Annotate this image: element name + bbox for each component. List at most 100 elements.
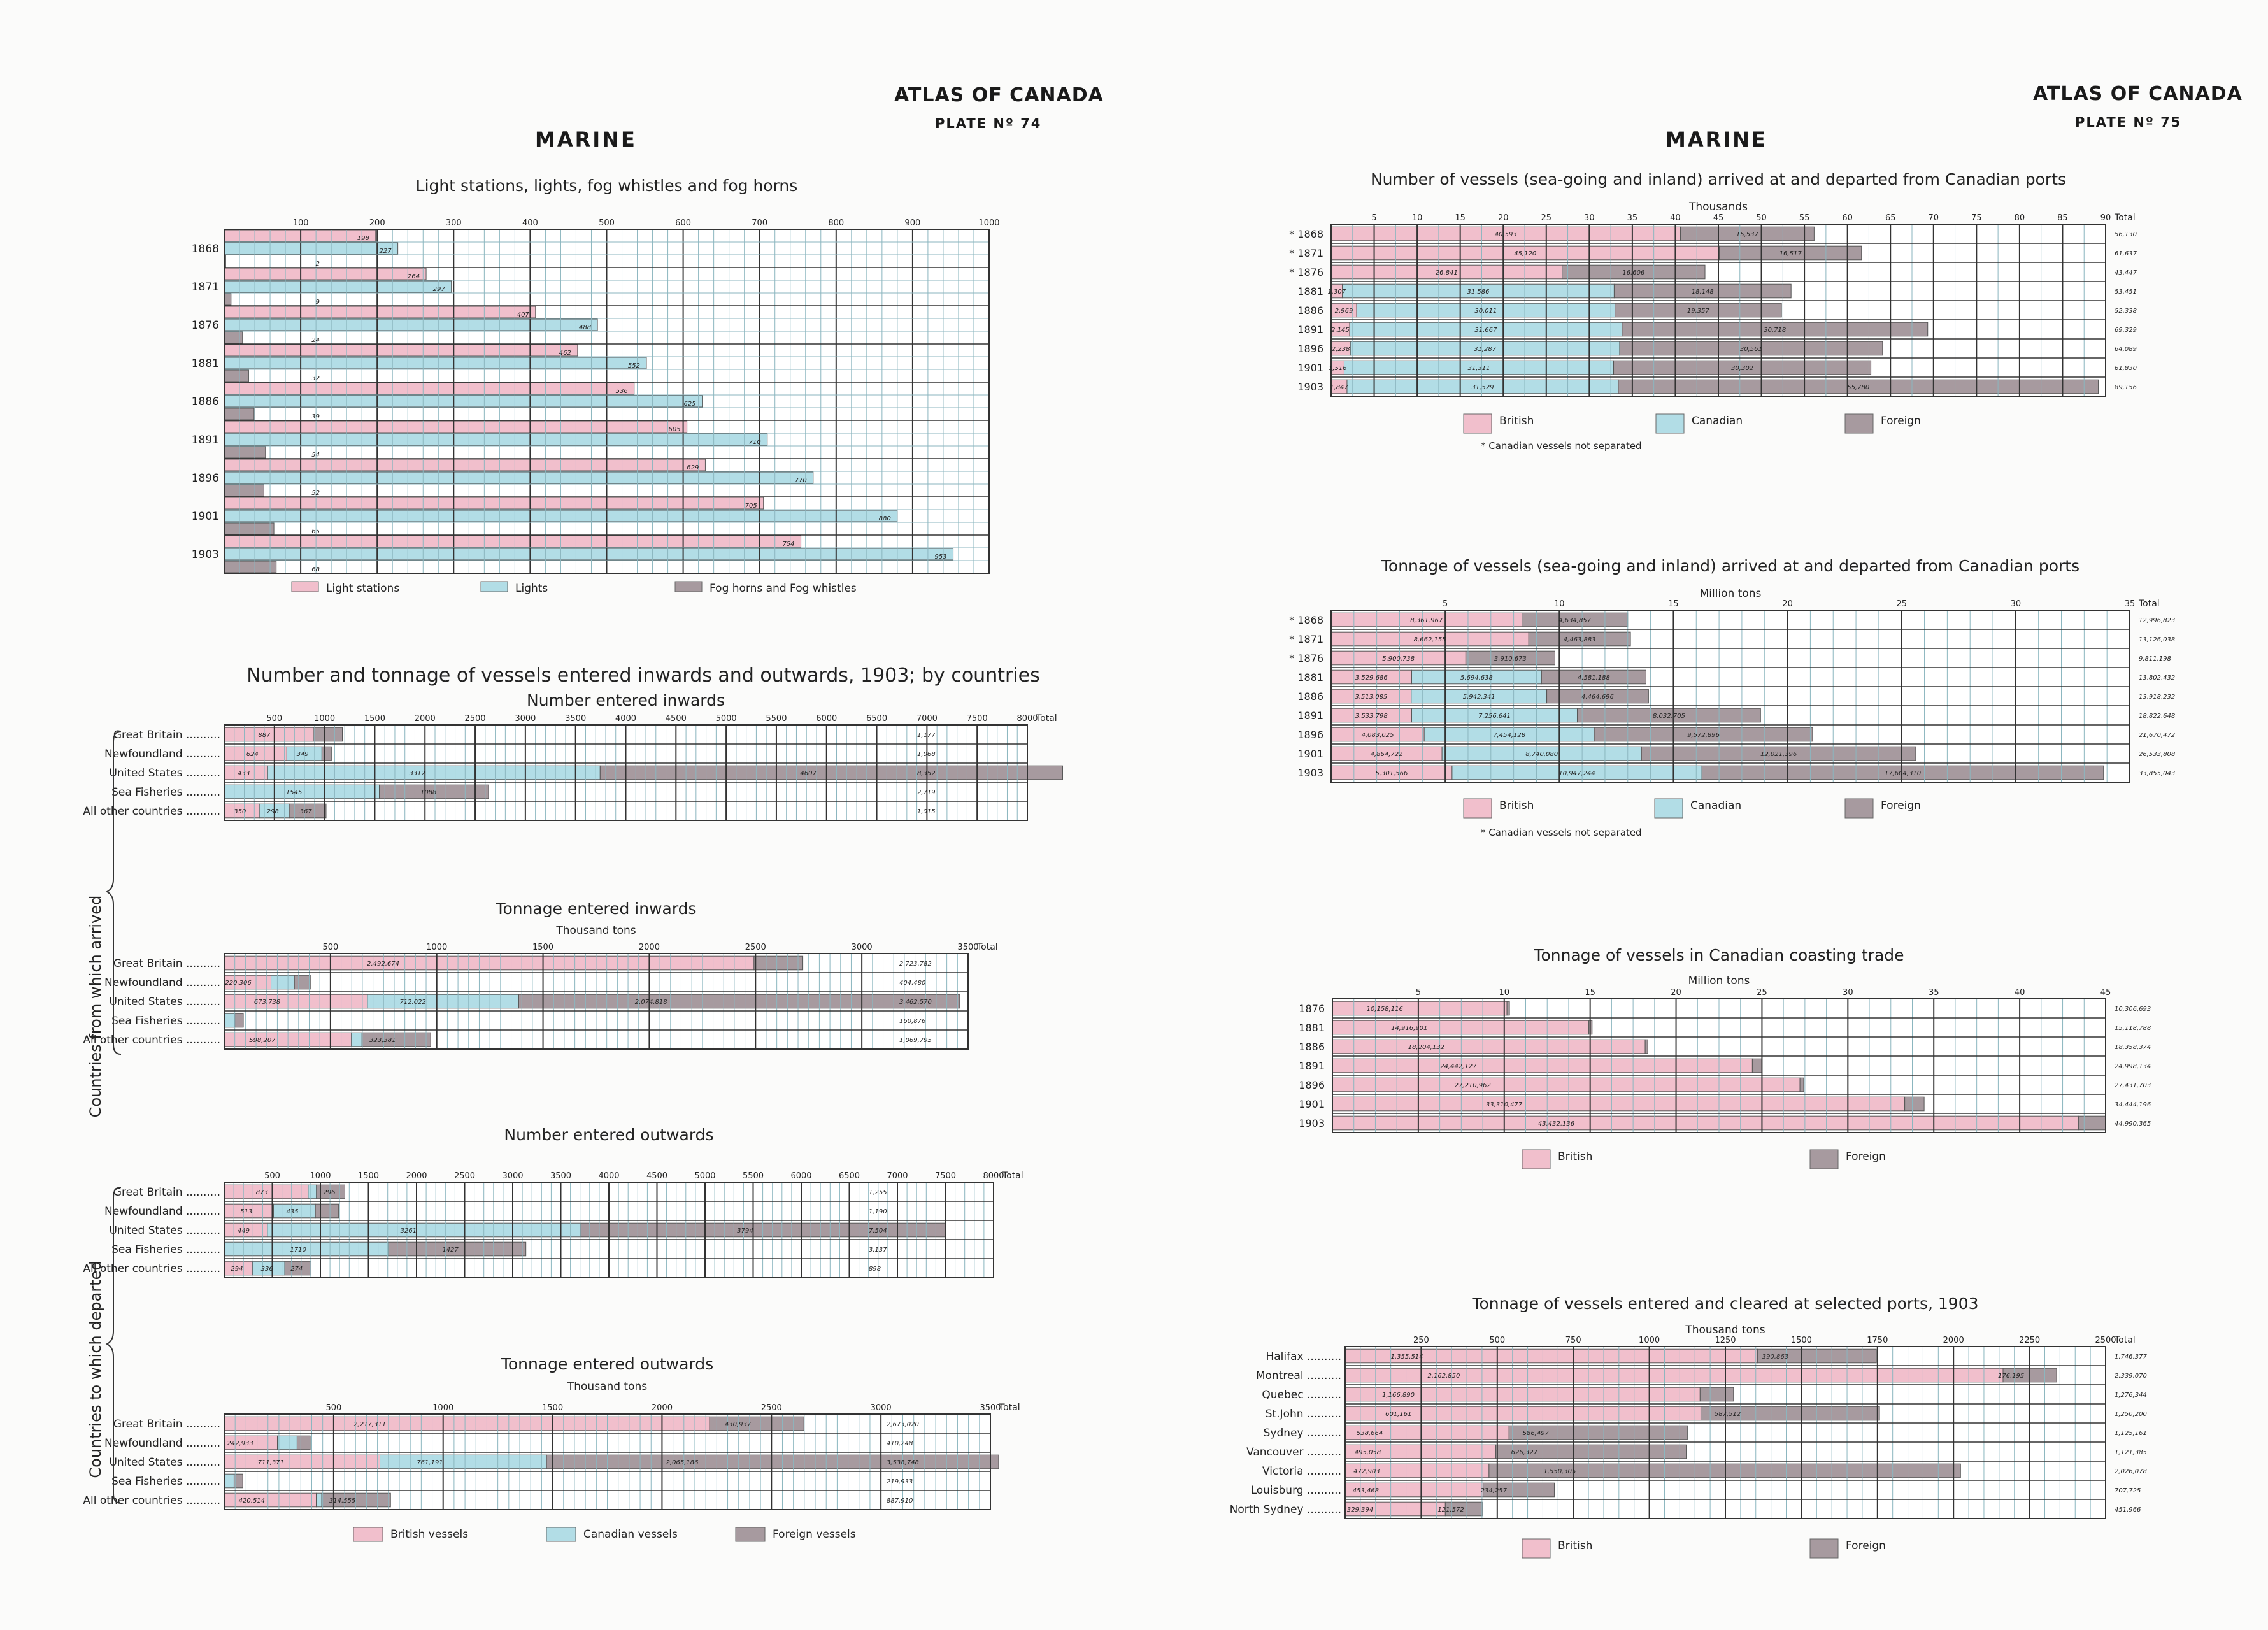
number_vessels-value-label: 30,011: [1474, 308, 1497, 315]
number_inwards-category-label: United States ..........: [109, 767, 220, 780]
tonnage_inwards-tick-label: 1500: [532, 943, 553, 952]
number_vessels-total-value: 64,089: [2115, 346, 2137, 353]
right-atlas-title: ATLAS OF CANADA: [2033, 83, 2243, 105]
tonnage_vessels-value-label: 10,947,244: [1558, 770, 1595, 777]
light_stations-tick-label: 700: [752, 218, 767, 228]
coasting_trade-category-label: 1891: [1299, 1060, 1325, 1072]
coasting_trade-total-value: 18,358,374: [2115, 1044, 2151, 1051]
light_stations-bar: [224, 433, 768, 446]
light_stations-value-label: 227: [380, 248, 392, 255]
number_vessels-value-label: 40,593: [1495, 231, 1517, 238]
coasting_trade-tick-label: 20: [1671, 988, 1681, 997]
light_stations-category-label: 1903: [192, 548, 219, 561]
tonnage_vessels-value-label: 8,740,080: [1525, 751, 1558, 758]
number_vessels-tick-label: 75: [1971, 213, 1982, 223]
tonnage_vessels-value-label: 8,662,155: [1414, 636, 1446, 643]
selected_ports-total-value: 451,966: [2115, 1506, 2141, 1513]
light_stations-tick-label: 200: [369, 218, 385, 228]
number_inwards-value-label: 4607: [800, 770, 817, 777]
selected_ports-legend-swatch: [1522, 1538, 1551, 1559]
coasting_trade-total-value: 24,998,134: [2115, 1063, 2151, 1070]
number_inwards-total-value: 1,177: [917, 732, 936, 739]
number_outwards-category-label: Sea Fisheries ..........: [111, 1243, 220, 1256]
number_inwards-category-label: Great Britain ..........: [113, 729, 220, 741]
number_vessels-bar: [1680, 226, 1815, 241]
left-section-title: MARINE: [535, 127, 637, 152]
number_inwards-value-label: 433: [238, 770, 250, 777]
selected_ports-tick-label: 1500: [1791, 1336, 1812, 1345]
tonnage_outwards-category-label: United States ..........: [109, 1456, 220, 1469]
tonnage_outwards-value-label: 242,933: [227, 1440, 253, 1447]
light_stations-bar: [224, 484, 264, 497]
coasting_trade-category-label: 1876: [1299, 1003, 1325, 1015]
number_outwards-tick-label: 6500: [839, 1171, 860, 1181]
tonnage_vessels-total-value: 13,126,038: [2139, 636, 2175, 643]
number_inwards-title: Number entered inwards: [527, 691, 725, 710]
number_inwards-bar: [289, 803, 327, 819]
tonnage_outwards-bar: [296, 1435, 311, 1450]
selected_ports-value-label: 1,166,890: [1382, 1392, 1415, 1399]
tonnage_inwards-total-value: 2,723,782: [899, 961, 932, 968]
tonnage_vessels-total-header: Total: [2138, 599, 2160, 609]
coasting_trade-tick-label: 10: [1499, 988, 1510, 997]
coasting_trade-category-label: 1886: [1299, 1041, 1325, 1053]
selected_ports-total-value: 2,026,078: [2115, 1468, 2147, 1475]
coasting_trade-bar: [1332, 1001, 1508, 1016]
arrived-group-label: Countries from which arrived: [87, 896, 104, 1118]
tonnage_inwards-tick-label: 2500: [745, 943, 766, 952]
light_stations-bar: [224, 408, 255, 420]
number_vessels-category-label: 1903: [1297, 381, 1323, 393]
coasting_trade-value-label: 27,210,962: [1455, 1082, 1491, 1089]
number_vessels-value-label: 1,307: [1328, 289, 1346, 296]
selected_ports-category-label: North Sydney ..........: [1230, 1503, 1341, 1516]
tonnage_vessels-bar: [1541, 669, 1646, 685]
number_inwards-category-label: Sea Fisheries ..........: [111, 786, 220, 799]
number_outwards-title: Number entered outwards: [504, 1126, 713, 1144]
selected_ports-tick-label: 2250: [2019, 1336, 2040, 1345]
coasting_trade-legend-label: Foreign: [1846, 1150, 1886, 1163]
tonnage_inwards-title: Tonnage entered inwards: [495, 899, 696, 918]
selected_ports-bar: [1483, 1482, 1555, 1498]
light_stations-value-label: 629: [687, 464, 699, 471]
number_vessels-total-value: 89,156: [2115, 384, 2137, 391]
selected_ports-category-label: Halifax ..........: [1266, 1350, 1341, 1363]
coasting_trade-bar: [1751, 1058, 1762, 1073]
number_outwards-tick-label: 7000: [887, 1171, 908, 1181]
number_inwards-tick-label: 7500: [967, 714, 988, 724]
number_outwards-tick-label: 1000: [310, 1171, 331, 1181]
coasting_trade-value-label: 33,310,477: [1486, 1101, 1523, 1108]
tonnage_outwards-value-label: 420,514: [239, 1498, 265, 1505]
tonnage_vessels-bar: [1546, 689, 1649, 704]
number_outwards-category-label: United States ..........: [109, 1224, 220, 1237]
tonnage_inwards-tick-label: 3000: [852, 943, 873, 952]
light_stations-value-label: 462: [559, 350, 571, 357]
coasting_trade-category-label: 1896: [1299, 1079, 1325, 1091]
number_outwards-value-label: 1427: [442, 1247, 459, 1254]
tonnage_outwards-tick-label: 2500: [761, 1403, 782, 1413]
number_inwards-total-value: 1,068: [917, 751, 936, 758]
coasting_trade-value-label: 24,442,127: [1440, 1063, 1477, 1070]
number_outwards-tick-label: 1500: [358, 1171, 379, 1181]
tonnage_inwards-bar: [294, 975, 311, 990]
number_vessels-category-label: * 1871: [1289, 247, 1323, 259]
light_stations-bar: [224, 369, 249, 382]
number_vessels-tick-label: 25: [1541, 213, 1552, 223]
selected_ports-frame: [1344, 1346, 2106, 1519]
light_stations-value-label: 770: [795, 477, 807, 484]
departed-group-label: Countries to which departed: [87, 1261, 104, 1478]
tonnage_inwards-tick-label: 500: [322, 943, 338, 952]
number_vessels-legend-label: British: [1499, 415, 1534, 427]
light_stations-category-label: 1901: [192, 510, 219, 523]
tonnage_inwards-bar: [224, 1013, 236, 1028]
selected_ports-value-label: 601,161: [1385, 1411, 1411, 1418]
selected_ports-value-label: 1,550,305: [1543, 1468, 1576, 1475]
coasting_trade-total-value: 44,990,365: [2115, 1120, 2151, 1127]
light_stations-bar: [224, 280, 452, 293]
number_vessels-category-label: * 1868: [1289, 228, 1323, 240]
number_vessels-total-value: 61,637: [2115, 250, 2137, 257]
tonnage_outwards-legend-swatch: [546, 1527, 576, 1542]
number_outwards-value-label: 1710: [290, 1247, 306, 1254]
tonnage_outwards-value-label: 314,555: [329, 1498, 355, 1505]
tonnage_inwards-frame: [224, 953, 969, 1050]
tonnage_inwards-bar: [361, 1032, 431, 1047]
